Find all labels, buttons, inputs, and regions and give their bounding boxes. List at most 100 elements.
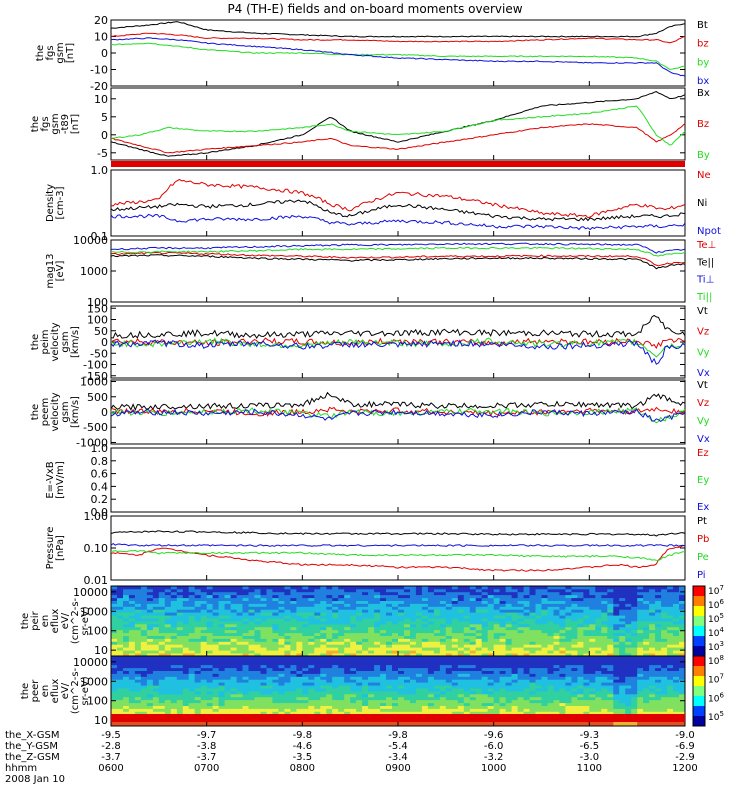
spectrogram-cell <box>457 653 465 657</box>
spectrogram-cell <box>146 676 154 680</box>
spectrogram-cell <box>553 658 560 663</box>
spectrogram-cell <box>398 661 405 666</box>
spectrogram-cell <box>404 638 411 642</box>
spectrogram-cell <box>158 621 166 625</box>
spectrogram-cell <box>673 699 680 704</box>
spectrogram-cell <box>380 650 387 654</box>
spectrogram-cell <box>565 650 572 654</box>
spectrogram-cell <box>320 667 327 671</box>
spectrogram-cell <box>128 664 136 669</box>
spectrogram-cell <box>457 667 465 671</box>
spectrogram-cell <box>392 586 399 590</box>
spectrogram-cell <box>523 693 530 698</box>
spectrogram-cell <box>433 673 441 677</box>
spectrogram-cell <box>338 594 345 599</box>
spectrogram-cell <box>481 635 489 639</box>
spectrogram-cell <box>266 691 273 695</box>
spectrogram-cell <box>499 705 506 709</box>
spectrogram-cell <box>571 621 578 625</box>
spectrogram-cell <box>673 626 680 631</box>
spectrogram-cell <box>547 618 554 622</box>
spectrogram-cell <box>433 644 441 648</box>
spectrogram-cell <box>212 612 219 616</box>
spectrogram-cell <box>200 691 208 695</box>
spectrogram-cell <box>463 708 471 712</box>
spectrogram-cell <box>206 670 214 674</box>
spectrogram-cell <box>302 653 309 657</box>
spectrogram-cell <box>260 656 267 660</box>
spectrogram-cell <box>350 691 357 695</box>
spectrogram-cell <box>278 682 285 686</box>
spectrogram-cell <box>386 638 393 642</box>
spectrogram-cell <box>284 679 291 683</box>
spectrogram-cell <box>230 664 237 669</box>
spectrogram-cell <box>206 708 214 712</box>
spectrogram-cell <box>511 644 518 648</box>
spectrogram-cell <box>230 594 237 599</box>
spectrogram-cell <box>643 597 650 601</box>
spectrogram-cell <box>499 647 506 651</box>
spectrogram-cell <box>326 600 333 604</box>
y-tick-label: -100 <box>83 359 108 372</box>
spectrogram-cell <box>230 603 237 607</box>
spectrogram-cell <box>308 647 315 651</box>
spectrogram-cell <box>314 588 321 593</box>
spectrogram-cell <box>182 702 190 706</box>
spectrogram-cell <box>457 699 465 704</box>
x-axis-row-label: the_Y-GSM <box>5 741 58 752</box>
spectrogram-cell <box>571 623 578 628</box>
spectrogram-cell <box>362 609 369 613</box>
x-axis-date: 2008 Jan 10 <box>5 774 65 785</box>
spectrogram-cell <box>643 667 650 671</box>
spectrogram-cell <box>679 626 686 631</box>
spectrogram-cell <box>601 711 608 715</box>
y-tick-label: 0.1 <box>91 230 109 243</box>
spectrogram-cell <box>643 609 650 613</box>
spectrogram-cell <box>481 641 489 645</box>
spectrogram-cell <box>123 676 130 680</box>
spectrogram-cell <box>404 682 411 686</box>
spectrogram-cell <box>278 629 285 634</box>
spectrogram-cell <box>451 641 459 645</box>
spectrogram-cell <box>559 606 566 610</box>
spectrogram-cell <box>439 667 447 671</box>
spectrogram-cell <box>117 685 124 689</box>
spectrogram-cell <box>535 647 542 651</box>
spectrogram-cell <box>523 658 530 663</box>
spectrogram-cell <box>158 597 166 601</box>
spectrogram-cell <box>553 673 560 677</box>
spectrogram-cell <box>679 588 686 593</box>
spectrogram-cell <box>505 606 512 610</box>
spectrogram-cell <box>631 708 638 712</box>
spectrogram-cell <box>182 629 190 634</box>
spectrogram-cell <box>553 629 560 634</box>
spectrogram-cell <box>146 699 154 704</box>
spectrogram-cell <box>637 612 644 616</box>
spectrogram-cell <box>212 597 219 601</box>
spectrogram-cell <box>332 667 339 671</box>
spectrogram-cell <box>230 600 237 604</box>
spectrogram-cell <box>338 632 345 636</box>
spectrogram-cell <box>469 594 477 599</box>
spectrogram-cell <box>152 708 160 712</box>
spectrogram-cell <box>374 661 381 666</box>
spectrogram-cell <box>314 615 321 619</box>
spectrogram-cell <box>493 638 501 642</box>
spectrogram-cell <box>117 641 124 645</box>
spectrogram-cell <box>493 591 501 596</box>
y-axis-label: gsm <box>55 42 66 63</box>
spectrogram-cell <box>332 591 339 596</box>
spectrogram-cell <box>589 667 596 671</box>
spectrogram-cell <box>493 606 501 610</box>
spectrogram-cell <box>332 682 339 686</box>
spectrogram-cell <box>404 723 411 727</box>
spectrogram-cell <box>679 606 686 610</box>
spectrogram-cell <box>577 699 584 704</box>
y-axis-label: Density <box>45 184 56 222</box>
spectrogram-cell <box>673 688 680 692</box>
spectrogram-cell <box>553 612 560 616</box>
series-line-Vx <box>110 408 686 423</box>
spectrogram-cell <box>212 691 219 695</box>
spectrogram-cell <box>212 615 219 619</box>
spectrogram-cell <box>248 682 255 686</box>
